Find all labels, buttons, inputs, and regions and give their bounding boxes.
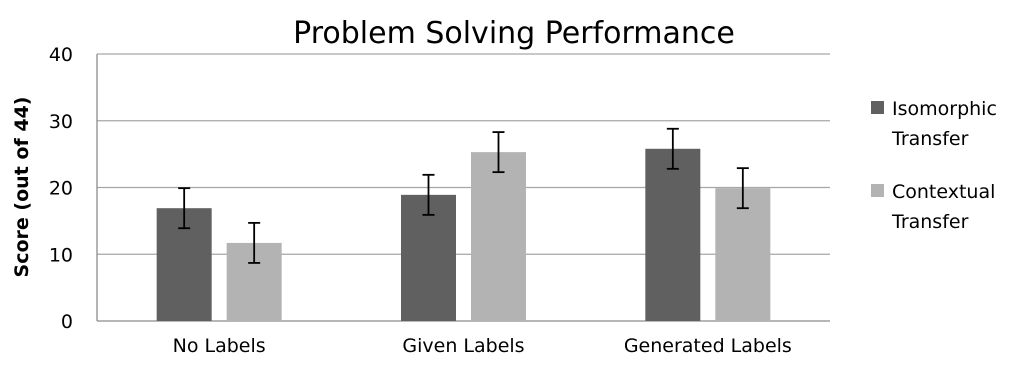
legend-swatch — [871, 101, 884, 114]
error-bars — [178, 127, 749, 264]
bar — [401, 194, 456, 321]
bar — [645, 148, 701, 321]
legend-label: Transfer — [891, 211, 969, 233]
y-tick-label: 30 — [49, 111, 73, 133]
legend: Isomorphic Transfer Contextual Transfer — [871, 98, 997, 233]
chart-title: Problem Solving Performance — [293, 16, 735, 51]
x-category-labels: No Labels Given Labels Generated Labels — [173, 335, 792, 357]
legend-label: Isomorphic — [892, 98, 997, 120]
y-tick-label: 10 — [49, 244, 73, 266]
x-category-label: Generated Labels — [624, 335, 792, 357]
y-tick-labels: 0 10 20 30 40 — [49, 44, 73, 333]
x-category-label: Given Labels — [402, 335, 524, 357]
bars — [156, 148, 771, 321]
gridlines — [96, 53, 830, 322]
bar — [471, 152, 526, 321]
y-tick-label: 0 — [61, 311, 73, 333]
y-tick-label: 20 — [49, 178, 73, 200]
y-axis-label: Score (out of 44) — [11, 97, 33, 278]
legend-label: Transfer — [891, 128, 969, 150]
legend-swatch — [871, 184, 884, 197]
x-category-label: No Labels — [173, 335, 266, 357]
y-tick-label: 40 — [49, 44, 73, 66]
legend-label: Contextual — [892, 181, 995, 203]
bar — [715, 188, 771, 321]
